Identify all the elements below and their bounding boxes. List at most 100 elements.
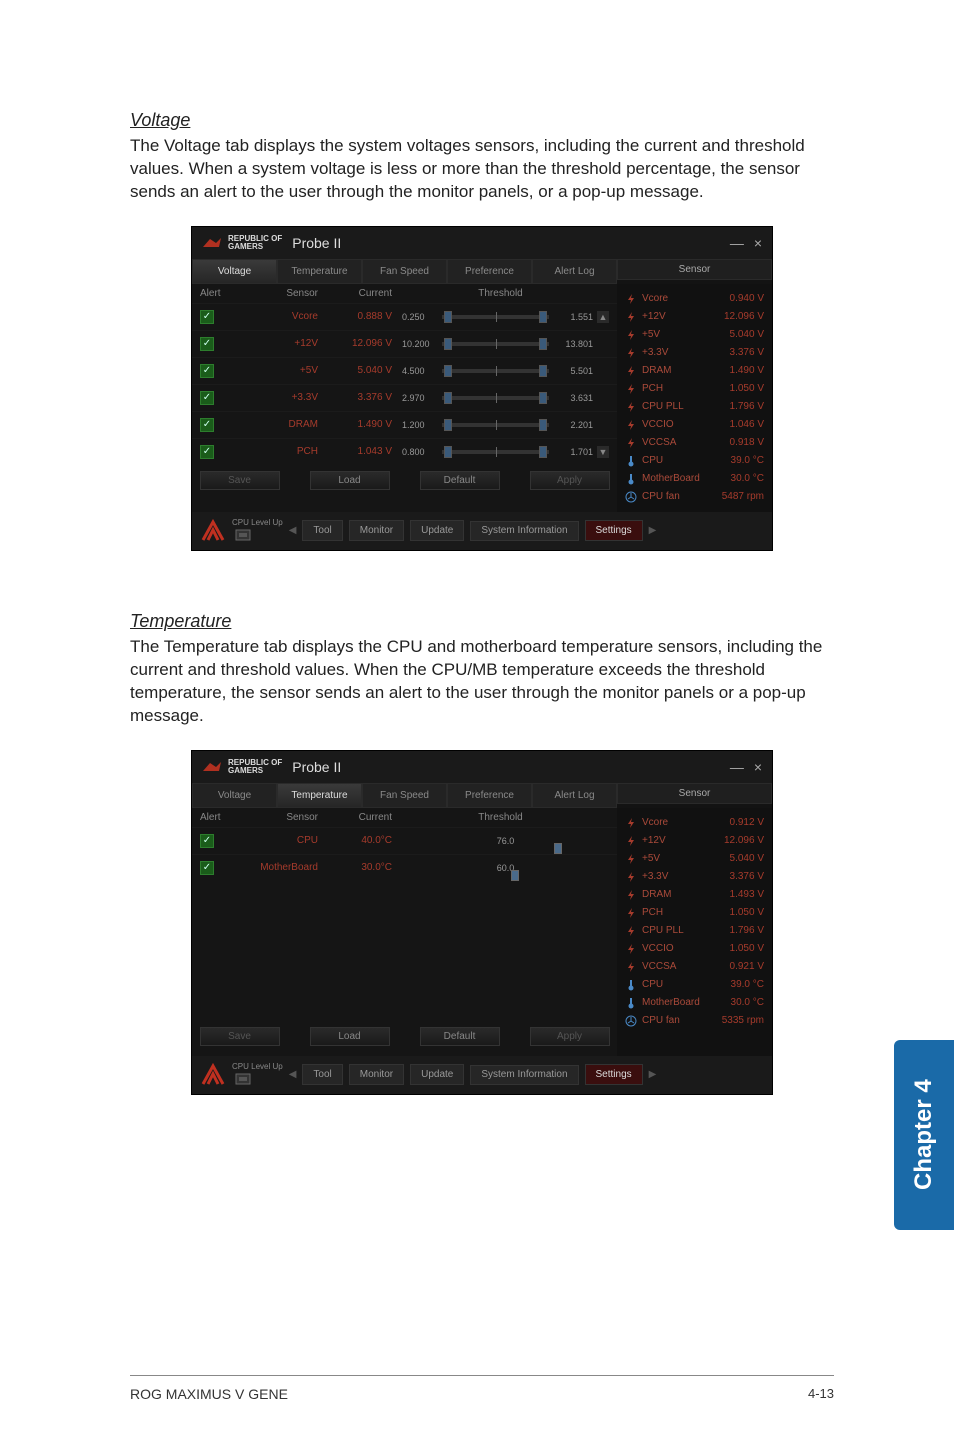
nav-left-arrow-icon[interactable]: ◀ bbox=[289, 1069, 297, 1080]
therm-icon bbox=[625, 473, 637, 485]
threshold-low: 10.200 bbox=[402, 339, 438, 349]
footer-nav: CPU Level Up ◀ Tool Monitor Update Syste… bbox=[192, 512, 772, 550]
save-button[interactable]: Save bbox=[200, 471, 280, 490]
sensor-readout: +3.3V3.376 V bbox=[625, 344, 764, 362]
sensor-label: CPU PLL bbox=[642, 401, 730, 412]
alert-checkbox[interactable]: ✓ bbox=[200, 337, 214, 351]
alert-checkbox[interactable]: ✓ bbox=[200, 445, 214, 459]
fan-icon bbox=[625, 1015, 637, 1027]
footer-nav: CPU Level Up ◀ Tool Monitor Update Syste… bbox=[192, 1056, 772, 1094]
footer-tool[interactable]: Tool bbox=[302, 520, 342, 541]
minimize-button[interactable]: — bbox=[730, 759, 744, 775]
threshold-slider[interactable] bbox=[442, 423, 549, 427]
sensor-readout: DRAM1.490 V bbox=[625, 362, 764, 380]
default-button[interactable]: Default bbox=[420, 471, 500, 490]
threshold-slider[interactable] bbox=[442, 450, 549, 454]
close-button[interactable]: × bbox=[754, 235, 762, 251]
col-alert: Alert bbox=[200, 812, 242, 823]
voltage-row: ✓Vcore0.888 V0.2501.551▲ bbox=[192, 303, 617, 330]
sensor-label: +12V bbox=[642, 311, 724, 322]
alert-checkbox[interactable]: ✓ bbox=[200, 861, 214, 875]
footer-update[interactable]: Update bbox=[410, 1064, 464, 1085]
rog-logo-icon bbox=[202, 237, 222, 249]
tab-temperature[interactable]: Temperature bbox=[277, 783, 362, 808]
threshold-slider[interactable] bbox=[442, 369, 549, 373]
sensor-label: CPU fan bbox=[642, 1015, 722, 1026]
tab-fanspeed[interactable]: Fan Speed bbox=[362, 783, 447, 808]
window-titlebar: REPUBLIC OFGAMERS Probe II — × bbox=[192, 227, 772, 259]
alert-checkbox[interactable]: ✓ bbox=[200, 310, 214, 324]
ai-suite-icon bbox=[200, 1062, 226, 1088]
footer-monitor[interactable]: Monitor bbox=[349, 1064, 404, 1085]
sensor-label: VCCIO bbox=[642, 943, 730, 954]
sensor-readout: CPU PLL1.796 V bbox=[625, 398, 764, 416]
threshold-slider[interactable] bbox=[442, 342, 549, 346]
nav-right-arrow-icon[interactable]: ▶ bbox=[649, 1069, 657, 1080]
alert-checkbox[interactable]: ✓ bbox=[200, 364, 214, 378]
sensor-name: CPU bbox=[242, 835, 332, 846]
alert-checkbox[interactable]: ✓ bbox=[200, 391, 214, 405]
tab-preference[interactable]: Preference bbox=[447, 259, 532, 284]
tab-voltage[interactable]: Voltage bbox=[192, 259, 277, 284]
tab-voltage[interactable]: Voltage bbox=[192, 783, 277, 808]
threshold-slider[interactable] bbox=[442, 315, 549, 319]
scroll-up-icon[interactable]: ▲ bbox=[597, 311, 609, 323]
sensor-readout: +12V12.096 V bbox=[625, 832, 764, 850]
sensor-label: +5V bbox=[642, 329, 730, 340]
temperature-table: Alert Sensor Current Threshold ✓CPU40.0°… bbox=[192, 808, 617, 1056]
sensor-readout: MotherBoard30.0 °C bbox=[625, 994, 764, 1012]
threshold-value: 76.0 bbox=[402, 836, 609, 846]
sensor-name: DRAM bbox=[242, 419, 332, 430]
threshold-high: 5.501 bbox=[553, 366, 593, 376]
load-button[interactable]: Load bbox=[310, 471, 390, 490]
tab-alertlog[interactable]: Alert Log bbox=[532, 783, 617, 808]
sensor-value: 39.0 °C bbox=[731, 979, 764, 990]
minimize-button[interactable]: — bbox=[730, 235, 744, 251]
sensor-label: PCH bbox=[642, 907, 730, 918]
footer-tool[interactable]: Tool bbox=[302, 1064, 342, 1085]
tab-temperature[interactable]: Temperature bbox=[277, 259, 362, 284]
bolt-icon bbox=[625, 925, 637, 937]
bolt-icon bbox=[625, 943, 637, 955]
footer-update[interactable]: Update bbox=[410, 520, 464, 541]
voltage-row: ✓DRAM1.490 V1.2002.201 bbox=[192, 411, 617, 438]
tab-preference[interactable]: Preference bbox=[447, 783, 532, 808]
footer-settings[interactable]: Settings bbox=[585, 520, 643, 541]
brand-text: REPUBLIC OFGAMERS bbox=[228, 235, 282, 251]
load-button[interactable]: Load bbox=[310, 1027, 390, 1046]
tab-alertlog[interactable]: Alert Log bbox=[532, 259, 617, 284]
sensor-value: 3.376 V bbox=[730, 871, 764, 882]
save-button[interactable]: Save bbox=[200, 1027, 280, 1046]
sensor-readout: Vcore0.940 V bbox=[625, 290, 764, 308]
tab-fanspeed[interactable]: Fan Speed bbox=[362, 259, 447, 284]
close-button[interactable]: × bbox=[754, 759, 762, 775]
bolt-icon bbox=[625, 347, 637, 359]
nav-right-arrow-icon[interactable]: ▶ bbox=[649, 525, 657, 536]
alert-checkbox[interactable]: ✓ bbox=[200, 418, 214, 432]
footer-settings[interactable]: Settings bbox=[585, 1064, 643, 1085]
sensor-name: PCH bbox=[242, 446, 332, 457]
footer-monitor[interactable]: Monitor bbox=[349, 520, 404, 541]
voltage-row: ✓+3.3V3.376 V2.9703.631 bbox=[192, 384, 617, 411]
threshold-high: 2.201 bbox=[553, 420, 593, 430]
sensor-current: 30.0°C bbox=[332, 862, 392, 873]
main-tabs: Voltage Temperature Fan Speed Preference… bbox=[192, 259, 617, 284]
nav-left-arrow-icon[interactable]: ◀ bbox=[289, 525, 297, 536]
apply-button[interactable]: Apply bbox=[530, 1027, 610, 1046]
threshold-high: 13.801 bbox=[553, 339, 593, 349]
footer-sysinfo[interactable]: System Information bbox=[470, 1065, 578, 1085]
footer-sysinfo[interactable]: System Information bbox=[470, 521, 578, 541]
sensor-value: 1.050 V bbox=[730, 383, 764, 394]
sensor-label: +12V bbox=[642, 835, 724, 846]
bolt-icon bbox=[625, 329, 637, 341]
sensor-name: Vcore bbox=[242, 311, 332, 322]
cpu-chip-icon bbox=[232, 527, 254, 543]
threshold-slider[interactable] bbox=[442, 396, 549, 400]
apply-button[interactable]: Apply bbox=[530, 471, 610, 490]
default-button[interactable]: Default bbox=[420, 1027, 500, 1046]
sensor-current: 3.376 V bbox=[332, 392, 392, 403]
sensor-label: CPU fan bbox=[642, 491, 722, 502]
alert-checkbox[interactable]: ✓ bbox=[200, 834, 214, 848]
scroll-down-icon[interactable]: ▼ bbox=[597, 446, 609, 458]
voltage-row: ✓+12V12.096 V10.20013.801 bbox=[192, 330, 617, 357]
